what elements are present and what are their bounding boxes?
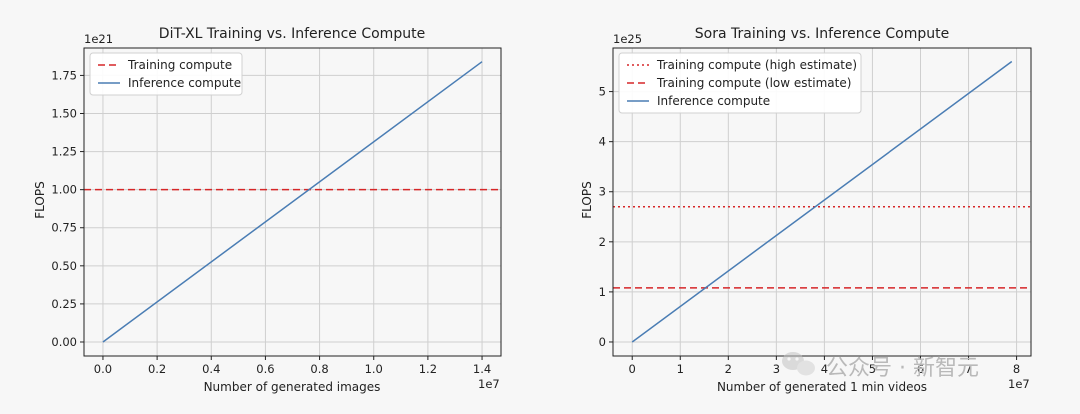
y-tick-label: 0.25 [51, 297, 77, 311]
ticks: 0 1 2 3 4 5 6 7 8 0 1 2 3 4 5 [599, 85, 1021, 376]
chart-title: Sora Training vs. Inference Compute [695, 26, 950, 42]
y-tick-label: 1.75 [51, 68, 77, 82]
y-tick-label: 1 [599, 285, 606, 299]
y-tick-label: 4 [599, 135, 606, 149]
y-tick-label: 5 [599, 85, 606, 99]
y-tick-label: 0 [599, 335, 606, 349]
chart-sora: Sora Training vs. Inference Compute Numb… [580, 26, 1032, 394]
x-tick-label: 1.4 [473, 362, 491, 376]
legend: Training compute (high estimate) Training… [618, 52, 862, 114]
x-tick-label: 7 [965, 362, 972, 376]
ticks: 0.0 0.2 0.4 0.6 0.8 1.0 1.2 1.4 0.00 0.25 0.50 0.75… [51, 68, 491, 376]
x-tick-label: 2 [725, 362, 732, 376]
x-offset-label: 1e7 [1008, 377, 1030, 391]
y-offset-label: 1e25 [613, 32, 642, 46]
legend-box [618, 52, 862, 114]
y-tick-label: 0.75 [51, 221, 77, 235]
x-offset-label: 1e7 [478, 377, 500, 391]
legend-box [89, 52, 243, 96]
y-tick-label: 1.25 [51, 145, 77, 159]
series-marks [613, 60, 1031, 343]
legend: Training compute Inference compute [89, 52, 243, 96]
legend-entry: Training compute [127, 58, 232, 72]
legend-entry: Training compute (low estimate) [656, 76, 851, 90]
watermark: 公众号 · 新智元 [782, 352, 979, 381]
x-tick-label: 5 [869, 362, 876, 376]
grid [84, 48, 501, 356]
y-tick-label: 1.00 [51, 183, 77, 197]
series-line [102, 61, 483, 343]
y-offset-label: 1e21 [84, 32, 113, 46]
series-marks [84, 61, 501, 343]
x-tick-label: 1.0 [365, 362, 383, 376]
x-tick-label: 0.0 [94, 362, 112, 376]
x-tick-label: 0.8 [310, 362, 328, 376]
axes-frame [612, 47, 1032, 357]
x-tick-label: 0.2 [148, 362, 166, 376]
x-tick-label: 0.4 [202, 362, 220, 376]
legend-entry: Training compute (high estimate) [656, 58, 857, 72]
y-axis-label: FLOPS [33, 181, 47, 218]
x-tick-label: 1.2 [419, 362, 437, 376]
wechat-icon [782, 352, 815, 376]
chart-title: DiT-XL Training vs. Inference Compute [159, 26, 425, 42]
y-tick-label: 2 [599, 235, 606, 249]
series-line [631, 60, 1013, 343]
y-tick-label: 3 [599, 185, 606, 199]
x-tick-label: 6 [917, 362, 924, 376]
legend-entry: Inference compute [657, 94, 770, 108]
axes-frame [83, 47, 502, 357]
x-tick-label: 4 [821, 362, 828, 376]
x-tick-label: 0.6 [256, 362, 274, 376]
y-tick-label: 0.00 [51, 335, 77, 349]
chart-dit-xl: DiT-XL Training vs. Inference Compute Nu… [33, 26, 502, 394]
x-tick-label: 0 [629, 362, 636, 376]
legend-entry: Inference compute [128, 76, 241, 90]
y-tick-label: 1.50 [51, 106, 77, 120]
y-tick-label: 0.50 [51, 259, 77, 273]
x-tick-label: 1 [677, 362, 684, 376]
x-axis-label: Number of generated 1 min videos [717, 380, 927, 394]
watermark-text: 公众号 · 新智元 [826, 356, 979, 381]
y-axis-label: FLOPS [580, 181, 594, 218]
x-tick-label: 8 [1013, 362, 1020, 376]
x-tick-label: 3 [773, 362, 780, 376]
x-axis-label: Number of generated images [204, 380, 381, 394]
